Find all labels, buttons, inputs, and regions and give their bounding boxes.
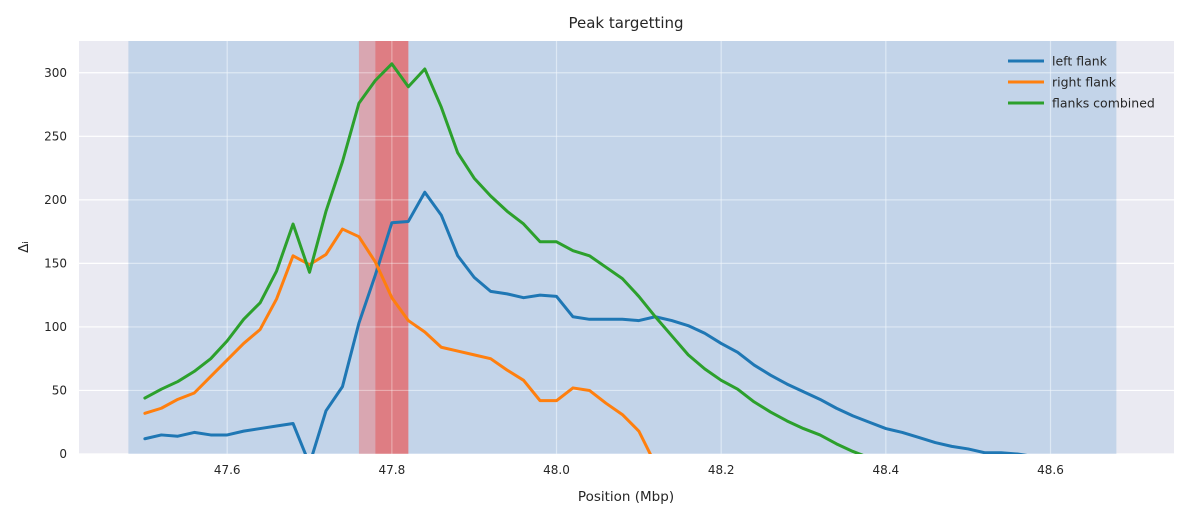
y-tick-labels: 0 50 100 150 200 250 300 (44, 66, 67, 461)
x-tick-labels: 47.6 47.8 48.0 48.2 48.4 48.6 (214, 463, 1064, 477)
y-tick-label: 200 (44, 193, 67, 207)
series-line-flanks-combined (143, 62, 864, 454)
y-tick-label: 250 (44, 129, 67, 143)
highlight-region (128, 41, 1117, 454)
x-tick-label: 48.2 (708, 463, 735, 477)
legend-label: right flank (1052, 75, 1117, 90)
y-tick-label: 50 (52, 383, 67, 397)
series-line-left-flank (143, 190, 1028, 454)
highlight-region (375, 41, 409, 454)
x-tick-label: 47.8 (378, 463, 405, 477)
y-tick-label: 150 (44, 256, 67, 270)
series-lines (143, 62, 1028, 454)
y-tick-label: 300 (44, 66, 67, 80)
x-tick-label: 48.6 (1037, 463, 1064, 477)
x-axis-label: Position (Mbp) (578, 489, 674, 505)
highlight-regions (79, 41, 1174, 454)
legend: left flank right flank flanks combined (1008, 54, 1155, 111)
legend-label: left flank (1052, 54, 1108, 69)
x-tick-label: 48.0 (543, 463, 570, 477)
y-tick-label: 0 (59, 447, 67, 461)
x-tick-label: 48.4 (872, 463, 899, 477)
y-axis-label: Δᵢ (16, 241, 32, 253)
chart-title: Peak targetting (568, 14, 683, 32)
series-line-right-flank (143, 227, 652, 454)
legend-label: flanks combined (1052, 96, 1155, 111)
x-tick-label: 47.6 (214, 463, 241, 477)
y-tick-label: 100 (44, 320, 67, 334)
